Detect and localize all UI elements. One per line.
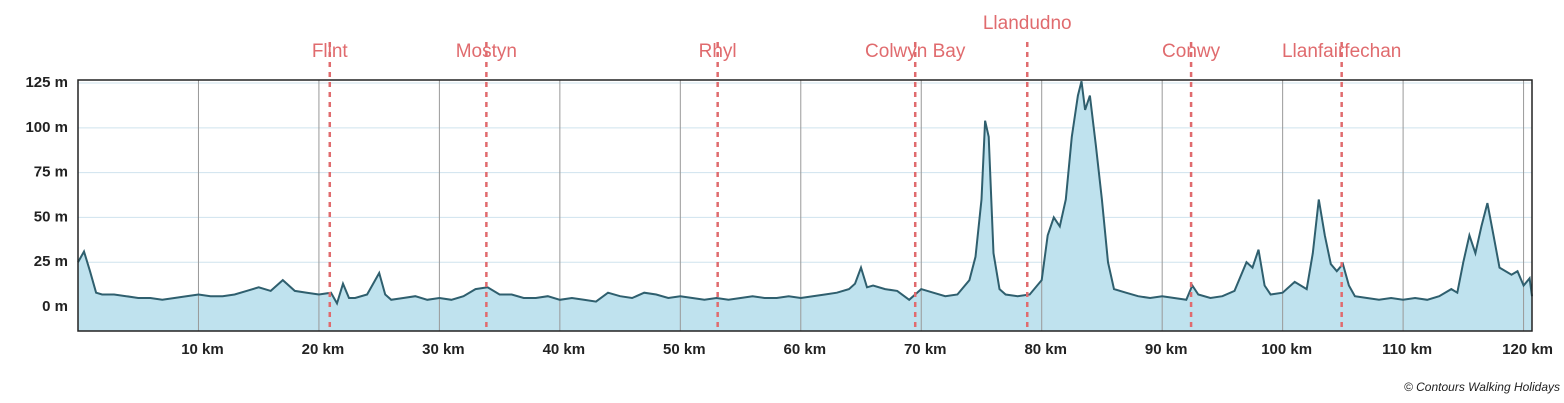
town-label: Mostyn xyxy=(456,41,517,62)
town-label: Colwyn Bay xyxy=(865,41,966,62)
town-label: Flint xyxy=(312,41,349,62)
town-label: Conwy xyxy=(1162,41,1221,62)
x-tick-label: 110 km xyxy=(1382,341,1432,358)
y-tick-label: 25 m xyxy=(34,253,68,270)
town-label: Rhyl xyxy=(699,41,737,62)
y-tick-label: 125 m xyxy=(25,74,68,91)
x-tick-label: 20 km xyxy=(302,341,345,358)
y-tick-label: 50 m xyxy=(34,208,68,225)
x-tick-label: 10 km xyxy=(181,341,224,358)
y-tick-label: 0 m xyxy=(42,298,68,315)
x-tick-label: 80 km xyxy=(1024,341,1067,358)
x-tick-label: 70 km xyxy=(904,341,947,358)
x-tick-label: 50 km xyxy=(663,341,706,358)
town-label: Llandudno xyxy=(983,13,1072,34)
x-tick-label: 40 km xyxy=(543,341,586,358)
x-tick-label: 30 km xyxy=(422,341,465,358)
area xyxy=(78,81,1532,331)
y-tick-label: 100 m xyxy=(25,119,68,136)
credit: © Contours Walking Holidays xyxy=(1404,380,1560,394)
line xyxy=(77,81,1533,306)
x-tick-label: 120 km xyxy=(1502,341,1553,358)
y-tick-label: 75 m xyxy=(34,164,68,181)
x-tick-label: 100 km xyxy=(1261,341,1312,358)
x-tick-label: 60 km xyxy=(784,341,827,358)
x-tick-label: 90 km xyxy=(1145,341,1188,358)
town-label: Llanfairfechan xyxy=(1282,41,1401,62)
plot-frame xyxy=(77,79,1533,332)
